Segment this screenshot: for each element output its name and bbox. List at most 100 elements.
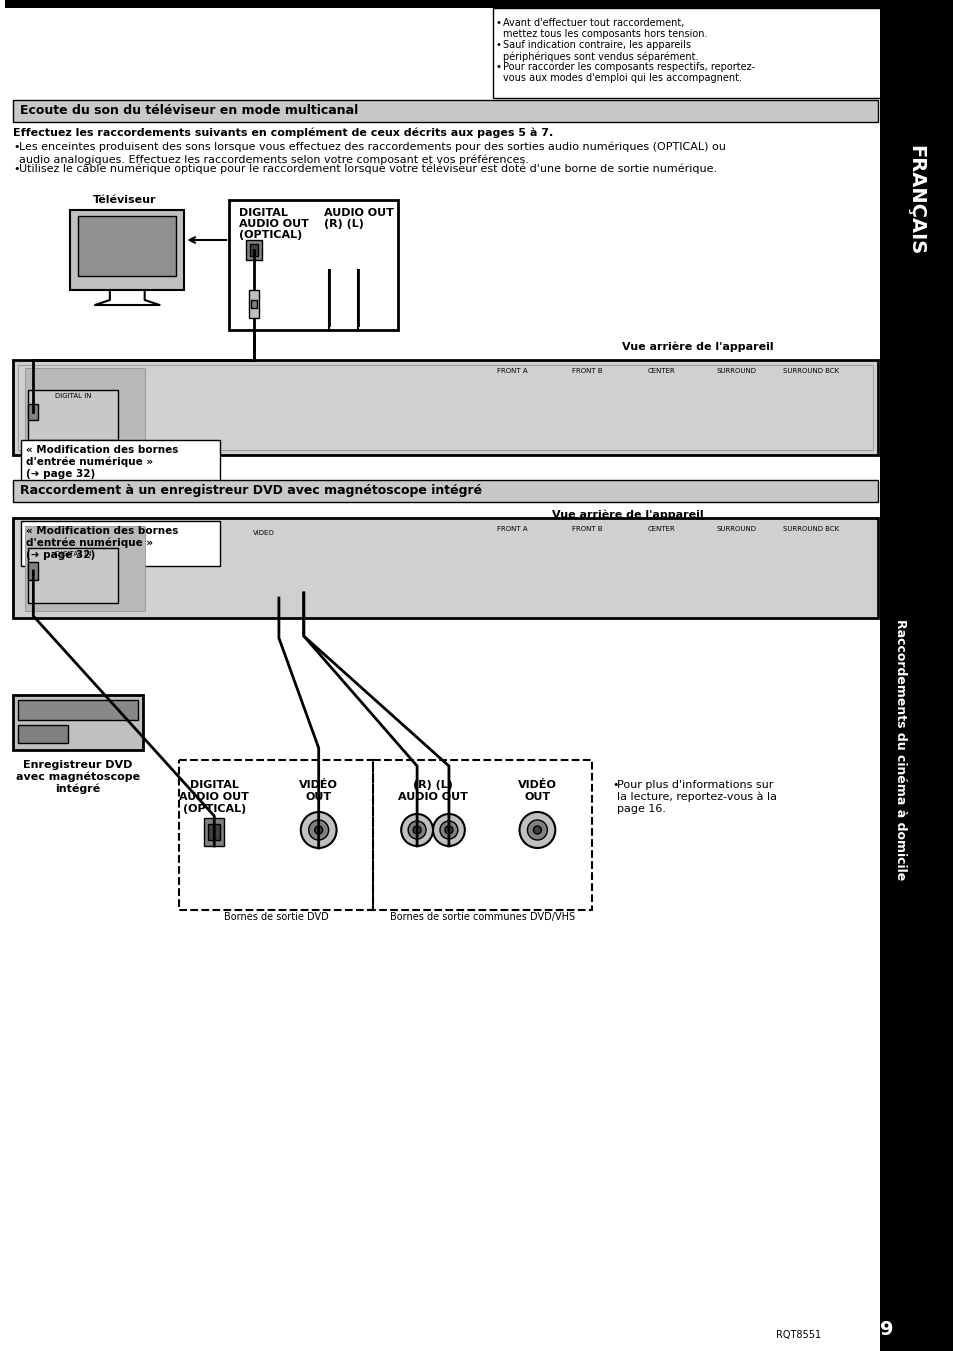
- Circle shape: [808, 576, 828, 596]
- Text: FRONT A: FRONT A: [497, 526, 527, 532]
- Circle shape: [96, 567, 102, 574]
- Bar: [492, 8, 944, 99]
- Text: CENTER: CENTER: [647, 526, 675, 532]
- Text: « Modification des bornes
d'entrée numérique »
(➜ page 32): « Modification des bornes d'entrée numér…: [27, 526, 178, 559]
- Circle shape: [246, 543, 252, 549]
- Text: Sauf indication contraire, les appareils: Sauf indication contraire, les appareils: [502, 41, 690, 50]
- Circle shape: [510, 415, 530, 435]
- Circle shape: [808, 415, 828, 435]
- Text: DIGITAL: DIGITAL: [190, 780, 238, 790]
- Circle shape: [499, 581, 509, 590]
- Circle shape: [664, 420, 674, 430]
- Text: (OPTICAL): (OPTICAL): [182, 804, 246, 815]
- Circle shape: [52, 567, 58, 574]
- Circle shape: [571, 380, 586, 396]
- Circle shape: [590, 420, 599, 430]
- Circle shape: [792, 576, 812, 596]
- Circle shape: [739, 420, 748, 430]
- Text: Avant d'effectuer tout raccordement,: Avant d'effectuer tout raccordement,: [502, 18, 683, 28]
- Circle shape: [70, 563, 84, 578]
- Bar: [179, 761, 373, 911]
- Circle shape: [510, 576, 530, 596]
- Text: Bornes de sortie DVD: Bornes de sortie DVD: [223, 912, 328, 921]
- Circle shape: [591, 542, 598, 550]
- Circle shape: [408, 821, 426, 839]
- Circle shape: [740, 542, 747, 550]
- Circle shape: [500, 542, 508, 550]
- Bar: [21, 521, 220, 566]
- Circle shape: [242, 539, 255, 553]
- Circle shape: [495, 576, 514, 596]
- Bar: [208, 824, 220, 840]
- Circle shape: [344, 240, 372, 269]
- Text: •: •: [611, 780, 618, 790]
- Bar: [250, 245, 257, 255]
- Circle shape: [740, 384, 747, 392]
- Circle shape: [643, 415, 663, 435]
- Text: FRONT A: FRONT A: [497, 367, 527, 374]
- Circle shape: [723, 384, 732, 392]
- Text: SURROUND: SURROUND: [716, 526, 756, 532]
- Text: mettez tous les composants hors tension.: mettez tous les composants hors tension.: [502, 28, 706, 39]
- Text: Bornes de sortie communes DVD/VHS: Bornes de sortie communes DVD/VHS: [390, 912, 575, 921]
- Bar: [13, 694, 143, 750]
- Text: SURROUND BCK: SURROUND BCK: [782, 526, 838, 532]
- Circle shape: [736, 538, 751, 554]
- Circle shape: [574, 581, 583, 590]
- Bar: [249, 290, 259, 317]
- Circle shape: [718, 415, 738, 435]
- Circle shape: [500, 384, 508, 392]
- Text: FRONT B: FRONT B: [571, 526, 601, 532]
- Text: •: •: [13, 163, 20, 174]
- Bar: [229, 200, 397, 330]
- Bar: [18, 725, 68, 743]
- Text: Pour plus d'informations sur
la lecture, reportez-vous à la
page 16.: Pour plus d'informations sur la lecture,…: [617, 780, 776, 813]
- Circle shape: [813, 420, 822, 430]
- Text: VIDÉO: VIDÉO: [299, 780, 337, 790]
- Bar: [13, 517, 878, 617]
- Circle shape: [590, 581, 599, 590]
- Circle shape: [497, 380, 512, 396]
- Text: FRONT B: FRONT B: [571, 367, 601, 374]
- Text: (R) (L): (R) (L): [413, 780, 453, 790]
- Text: AUDIO OUT: AUDIO OUT: [397, 792, 468, 802]
- Circle shape: [74, 567, 80, 574]
- Circle shape: [309, 820, 328, 840]
- Text: (R) (L): (R) (L): [323, 219, 363, 230]
- Circle shape: [810, 538, 826, 554]
- Circle shape: [584, 415, 604, 435]
- Bar: [13, 100, 878, 122]
- Circle shape: [52, 409, 58, 415]
- Circle shape: [586, 380, 602, 396]
- Circle shape: [74, 409, 80, 415]
- Bar: [29, 404, 38, 420]
- Bar: [26, 526, 145, 611]
- Circle shape: [722, 581, 733, 590]
- Circle shape: [584, 576, 604, 596]
- Circle shape: [401, 815, 433, 846]
- Circle shape: [722, 420, 733, 430]
- Text: Ecoute du son du téléviseur en mode multicanal: Ecoute du son du téléviseur en mode mult…: [20, 104, 358, 118]
- Circle shape: [814, 384, 821, 392]
- Circle shape: [433, 815, 464, 846]
- Text: •: •: [496, 62, 501, 72]
- Circle shape: [797, 581, 807, 590]
- Circle shape: [321, 249, 335, 262]
- Bar: [13, 359, 878, 455]
- Circle shape: [533, 825, 540, 834]
- Circle shape: [527, 820, 547, 840]
- Circle shape: [497, 538, 512, 554]
- Bar: [70, 209, 184, 290]
- Circle shape: [810, 380, 826, 396]
- Circle shape: [325, 253, 332, 258]
- Bar: [29, 562, 38, 580]
- Circle shape: [575, 542, 582, 550]
- Circle shape: [794, 380, 810, 396]
- Circle shape: [495, 415, 514, 435]
- Text: •: •: [496, 18, 501, 28]
- Text: SURROUND BCK: SURROUND BCK: [782, 367, 838, 374]
- Circle shape: [586, 538, 602, 554]
- Text: Vue arrière de l'appareil: Vue arrière de l'appareil: [552, 509, 703, 520]
- Circle shape: [574, 420, 583, 430]
- Circle shape: [659, 415, 679, 435]
